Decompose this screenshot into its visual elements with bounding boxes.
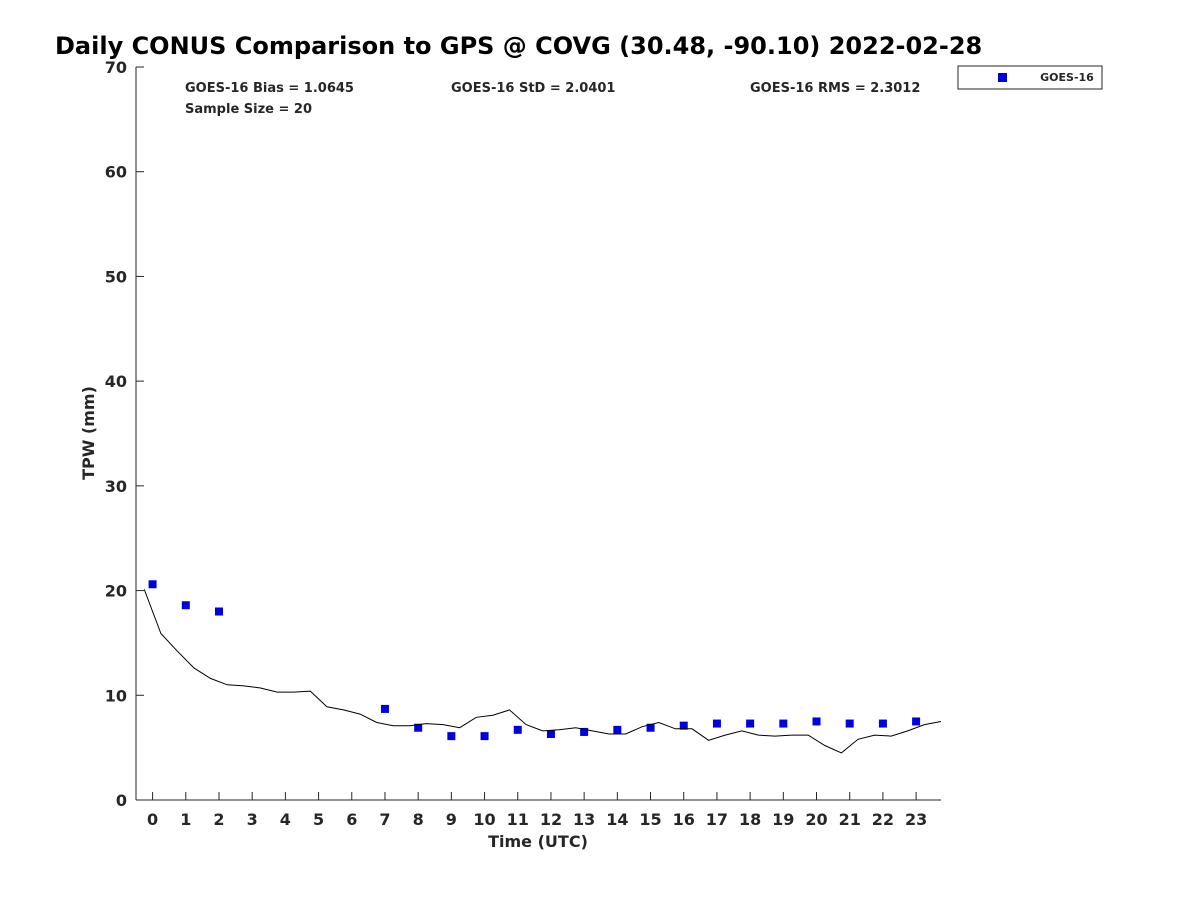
y-axis-label: TPW (mm)	[79, 386, 98, 480]
y-tick-label: 40	[105, 372, 127, 391]
x-tick-label: 7	[379, 810, 390, 829]
y-tick-label: 50	[105, 267, 127, 286]
x-tick-label: 8	[413, 810, 424, 829]
rms-stat: GOES-16 RMS = 2.3012	[750, 81, 920, 96]
y-tick-label: 0	[116, 791, 127, 810]
y-tick-label: 70	[105, 58, 127, 77]
x-tick-label: 23	[905, 810, 927, 829]
legend-label-goes-16: GOES-16	[1040, 71, 1094, 84]
goes-16-point	[845, 719, 854, 728]
x-tick-label: 21	[839, 810, 861, 829]
x-tick-label: 14	[606, 810, 628, 829]
x-tick-label: 16	[673, 810, 695, 829]
chart-title: Daily CONUS Comparison to GPS @ COVG (30…	[55, 32, 982, 60]
x-tick-label: 17	[706, 810, 728, 829]
goes-16-point	[878, 719, 887, 728]
goes-16-point	[480, 732, 489, 741]
y-tick-label: 60	[105, 163, 127, 182]
goes-16-point	[181, 601, 190, 610]
x-tick-label: 13	[573, 810, 595, 829]
y-tick-label: 10	[105, 686, 127, 705]
goes-16-point	[613, 725, 622, 734]
goes-16-point	[679, 721, 688, 730]
x-tick-label: 19	[772, 810, 794, 829]
goes-16-point	[812, 717, 821, 726]
legend: GOES-16	[957, 65, 1103, 90]
x-tick-label: 18	[739, 810, 761, 829]
x-tick-label: 5	[313, 810, 324, 829]
bias-stat: GOES-16 Bias = 1.0645	[185, 81, 354, 96]
goes-16-point	[513, 725, 522, 734]
legend-box	[957, 65, 1103, 90]
x-tick-label: 22	[872, 810, 894, 829]
x-tick-label: 20	[805, 810, 827, 829]
plot-background	[136, 67, 941, 800]
std-stat: GOES-16 StD = 2.0401	[451, 81, 615, 96]
x-tick-label: 11	[507, 810, 529, 829]
x-tick-label: 0	[147, 810, 158, 829]
goes-16-point	[546, 730, 555, 739]
gps-line-series	[143, 589, 942, 754]
x-tick-label: 6	[346, 810, 357, 829]
y-tick-label: 30	[105, 477, 127, 496]
goes-16-point	[447, 732, 456, 741]
x-tick-label: 2	[213, 810, 224, 829]
goes-16-point	[580, 727, 589, 736]
sample-size-stat: Sample Size = 20	[185, 102, 312, 117]
x-tick-label: 1	[180, 810, 191, 829]
y-tick-label: 20	[105, 582, 127, 601]
goes-16-point	[646, 723, 655, 732]
legend-marker-goes-16	[998, 73, 1007, 82]
series-layer	[143, 580, 942, 754]
goes-16-point	[148, 580, 157, 589]
x-tick-label: 4	[280, 810, 291, 829]
axis-ticks: 0 1 2 3 4 5 6 7 8 9 10 11 12 13 14 15 16 17 18 19 20 21 22 2301…	[105, 58, 928, 829]
goes-16-point	[214, 607, 223, 616]
goes-16-point	[712, 719, 721, 728]
x-axis-label: Time (UTC)	[488, 832, 588, 851]
goes-16-point	[912, 717, 921, 726]
x-tick-label: 9	[446, 810, 457, 829]
goes-16-point	[746, 719, 755, 728]
goes-16-point	[380, 704, 389, 713]
goes-16-point	[414, 723, 423, 732]
x-tick-label: 15	[639, 810, 661, 829]
x-tick-label: 10	[473, 810, 495, 829]
x-tick-label: 12	[540, 810, 562, 829]
x-tick-label: 3	[247, 810, 258, 829]
goes-16-point	[779, 719, 788, 728]
